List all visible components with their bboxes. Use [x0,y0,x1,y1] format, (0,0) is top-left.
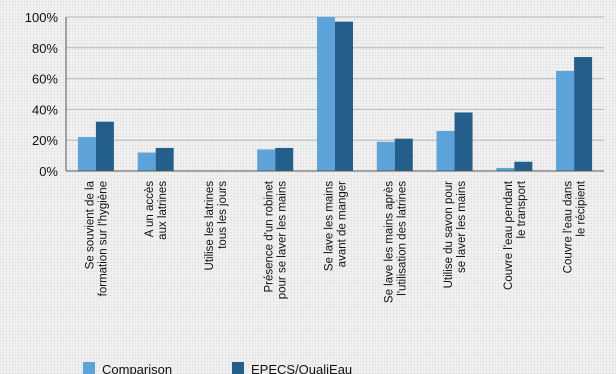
category-label: aux latrines [157,181,169,240]
bar-comparison [77,137,96,171]
category-label: avant de manger [337,181,349,267]
legend-label: EPECS/QualiEau [251,362,352,374]
bar-comparison [496,167,515,171]
y-tick-label: 40% [32,102,58,117]
category-label: Couvre l'eau dans [563,181,575,274]
bar-epecs-qualieau [95,121,114,171]
category-label: A un accès [144,181,156,238]
legend: Comparison EPECS/QualiEau [83,362,352,374]
category-label: Se lave les mains [324,181,336,271]
bar-epecs-qualieau [394,138,413,171]
bar-epecs-qualieau [275,147,294,171]
bar-comparison [137,152,156,171]
axes [65,17,604,172]
category-label: se laver les mains [456,181,468,273]
category-label: Se lave les mains après [383,181,395,303]
category-label: Utilise du savon pour [443,181,455,289]
bar-comparison [436,130,455,171]
category-labels: Se souvient de la formation sur l'hygiène… [84,180,587,303]
bar-comparison [556,70,575,171]
legend-swatch [83,362,95,374]
category-label: tous les jours [217,181,229,249]
category-label: Se souvient de la [84,180,96,269]
bar-epecs-qualieau [514,161,533,171]
y-tick-label: 80% [32,41,58,56]
y-tick-label: 0% [39,164,58,179]
category-label: Couvre l'eau pendant [503,180,515,290]
bar-epecs-qualieau [335,21,353,172]
y-tick-label: 60% [32,72,58,87]
y-tick-label: 100% [25,10,59,25]
y-tick-label: 20% [32,133,58,148]
bars [77,17,593,172]
category-label: le récipient [576,180,588,236]
bar-epecs-qualieau [454,112,473,171]
bar-comparison [257,149,276,171]
category-label: Présence d'un robinet [264,180,276,292]
bar-comparison [317,17,335,171]
bar-epecs-qualieau [574,57,593,171]
category-label: pour se laver les mains [277,181,289,299]
legend-swatch [232,362,244,374]
category-label: l'utilisation des latrines [396,181,408,296]
bar-epecs-qualieau [155,147,174,171]
category-label: Utilise les latrines [204,181,216,271]
category-label: formation sur l'hygiène [97,181,109,296]
category-label: le transport [516,180,528,238]
legend-label: Comparison [102,362,172,374]
bar-comparison [376,141,395,171]
y-tick-labels: 0% 20% 40% 60% 80% 100% [25,10,59,179]
